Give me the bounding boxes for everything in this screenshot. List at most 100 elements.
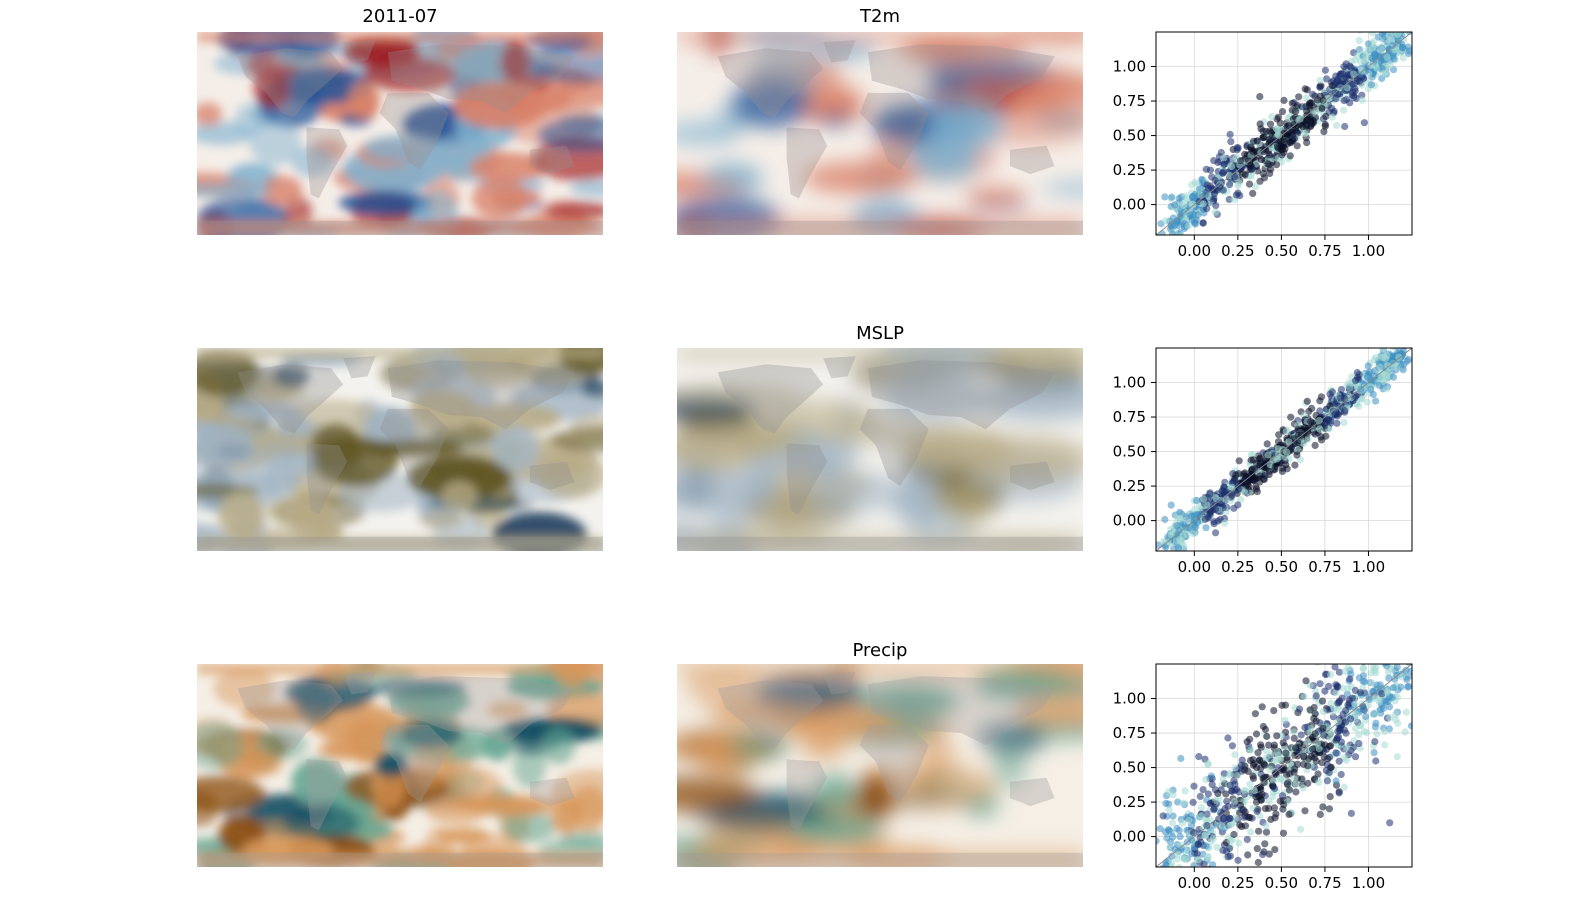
anomaly-blob — [499, 41, 531, 84]
density-point — [1305, 755, 1313, 763]
density-point — [1235, 788, 1243, 796]
density-point — [1167, 501, 1175, 509]
density-point — [1202, 775, 1210, 784]
density-point — [1202, 190, 1210, 199]
land-mass — [306, 759, 348, 831]
density-point — [1147, 878, 1154, 885]
anomaly-blob — [471, 177, 529, 220]
density-point — [1364, 655, 1371, 662]
density-point — [1265, 741, 1273, 749]
land-mass — [387, 676, 575, 746]
density-point — [1363, 729, 1371, 737]
density-point — [1317, 433, 1325, 441]
density-point — [1168, 549, 1176, 551]
density-point — [1297, 731, 1305, 739]
density-point — [1222, 790, 1230, 798]
density-point — [1350, 70, 1358, 78]
density-point — [1363, 373, 1371, 381]
density-point — [1341, 407, 1349, 415]
anomaly-blob — [276, 415, 314, 441]
density-point — [1316, 719, 1324, 727]
density-point — [1346, 62, 1354, 70]
density-point — [1314, 770, 1322, 778]
density-point — [1203, 501, 1211, 509]
density-point — [1344, 701, 1352, 709]
density-point — [1246, 780, 1254, 788]
anomaly-blob — [768, 489, 811, 528]
density-point — [1256, 93, 1264, 101]
density-point — [1314, 664, 1321, 666]
density-point — [1293, 142, 1301, 150]
density-point — [1176, 508, 1184, 516]
polar-band-north — [677, 348, 1083, 358]
anomaly-blob — [487, 701, 528, 719]
density-point — [1251, 182, 1260, 191]
density-point — [1234, 481, 1242, 489]
density-point — [1355, 731, 1363, 739]
anomaly-blob — [224, 402, 303, 421]
density-point — [1314, 96, 1322, 104]
anomaly-blob — [898, 38, 1027, 65]
density-point — [1354, 656, 1361, 663]
density-point — [1386, 714, 1394, 722]
density-point — [1252, 730, 1261, 738]
density-point — [1372, 397, 1380, 405]
density-point — [1401, 17, 1408, 24]
density-point — [1217, 149, 1225, 157]
density-point — [1249, 147, 1257, 155]
anomaly-blob — [581, 379, 603, 398]
density-point — [1362, 712, 1370, 721]
density-point — [1259, 850, 1267, 859]
map-panel-mslp-model — [677, 348, 1083, 551]
density-point — [1236, 157, 1245, 165]
density-point — [1393, 32, 1402, 39]
density-point — [1394, 719, 1402, 728]
density-point — [1420, 681, 1427, 688]
x-tick-label: 0.00 — [1178, 558, 1211, 576]
density-point — [1218, 823, 1226, 831]
land-mass — [529, 145, 575, 175]
density-point — [1365, 695, 1373, 703]
density-point — [1342, 743, 1350, 752]
density-point — [1190, 521, 1199, 529]
density-point — [1379, 642, 1386, 649]
anomaly-blob — [964, 188, 1027, 205]
density-point — [1332, 95, 1340, 103]
x-tick-label: 0.25 — [1221, 242, 1254, 260]
density-point — [1330, 705, 1338, 713]
anomaly-blob — [538, 451, 603, 499]
density-point — [1254, 858, 1262, 867]
identity-line — [1156, 348, 1412, 551]
anomaly-blob — [197, 102, 223, 126]
density-point — [1386, 819, 1394, 827]
identity-line — [1156, 32, 1412, 235]
x-tick-label: 0.50 — [1265, 874, 1298, 892]
density-point — [1198, 812, 1206, 820]
density-point — [1383, 53, 1391, 61]
density-point — [1270, 804, 1278, 812]
density-point — [1360, 653, 1367, 660]
density-point — [1264, 451, 1272, 459]
density-point — [1238, 823, 1246, 831]
anomaly-blob — [347, 81, 380, 119]
density-point — [1321, 741, 1329, 749]
density-point — [1200, 495, 1208, 503]
x-tick-label: 0.25 — [1221, 874, 1254, 892]
density-point — [1389, 684, 1397, 692]
density-point — [1381, 23, 1388, 30]
density-point — [1407, 667, 1412, 675]
density-point — [1379, 348, 1387, 353]
density-point — [1253, 488, 1261, 496]
density-point — [1271, 846, 1279, 854]
density-point — [1340, 754, 1348, 762]
anomaly-blob — [253, 68, 291, 109]
density-point — [1199, 200, 1207, 208]
density-point — [1378, 32, 1386, 38]
density-point — [1168, 193, 1176, 201]
polar-band-south — [677, 537, 1083, 551]
density-point — [1282, 749, 1290, 757]
anomaly-blob — [197, 775, 266, 813]
density-point — [1337, 394, 1345, 402]
polar-band-north — [197, 348, 603, 358]
anomaly-blob — [709, 505, 748, 540]
